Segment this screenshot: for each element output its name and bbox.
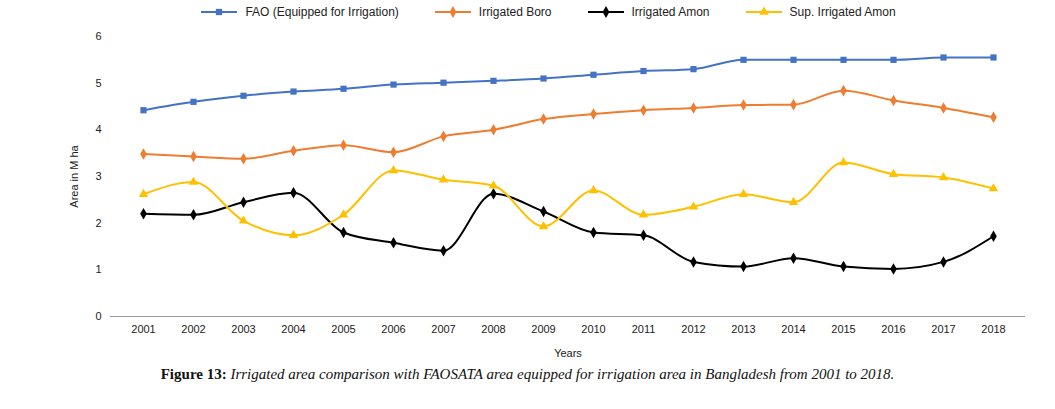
svg-text:Area in M ha: Area in M ha (68, 144, 80, 207)
svg-text:3: 3 (95, 170, 101, 182)
svg-text:2013: 2013 (731, 323, 755, 335)
svg-text:2016: 2016 (881, 323, 905, 335)
html-text:Irrigated Boro: Irrigated Boro (478, 5, 552, 19)
html-text:FAO (Equipped for Irrigation): FAO (Equipped for Irrigation) (245, 5, 399, 19)
svg-text:2: 2 (95, 217, 101, 229)
svg-text:2010: 2010 (581, 323, 605, 335)
svg-text:4: 4 (95, 123, 101, 135)
svg-text:2005: 2005 (331, 323, 355, 335)
html-text:Sup. Irrigated Amon: Sup. Irrigated Amon (789, 5, 896, 19)
svg-text:2015: 2015 (831, 323, 855, 335)
svg-text:0: 0 (95, 310, 101, 322)
svg-text:2014: 2014 (781, 323, 805, 335)
svg-text:2018: 2018 (981, 323, 1005, 335)
svg-text:2017: 2017 (931, 323, 955, 335)
svg-text:Years: Years (554, 347, 582, 359)
html-text:Figure 13: Irrigated area comp: Figure 13: Irrigated area comparison wit… (160, 366, 895, 382)
svg-text:2007: 2007 (431, 323, 455, 335)
svg-text:5: 5 (95, 77, 101, 89)
svg-text:2006: 2006 (381, 323, 405, 335)
svg-text:2009: 2009 (531, 323, 555, 335)
html-text:Irrigated Amon: Irrigated Amon (631, 5, 710, 19)
svg-text:2003: 2003 (231, 323, 255, 335)
svg-text:6: 6 (95, 30, 101, 42)
svg-text:1: 1 (95, 263, 101, 275)
svg-text:2004: 2004 (281, 323, 305, 335)
svg-text:2002: 2002 (181, 323, 205, 335)
svg-text:2012: 2012 (681, 323, 705, 335)
svg-text:2011: 2011 (632, 323, 656, 335)
svg-text:2008: 2008 (481, 323, 505, 335)
svg-text:2001: 2001 (131, 323, 155, 335)
